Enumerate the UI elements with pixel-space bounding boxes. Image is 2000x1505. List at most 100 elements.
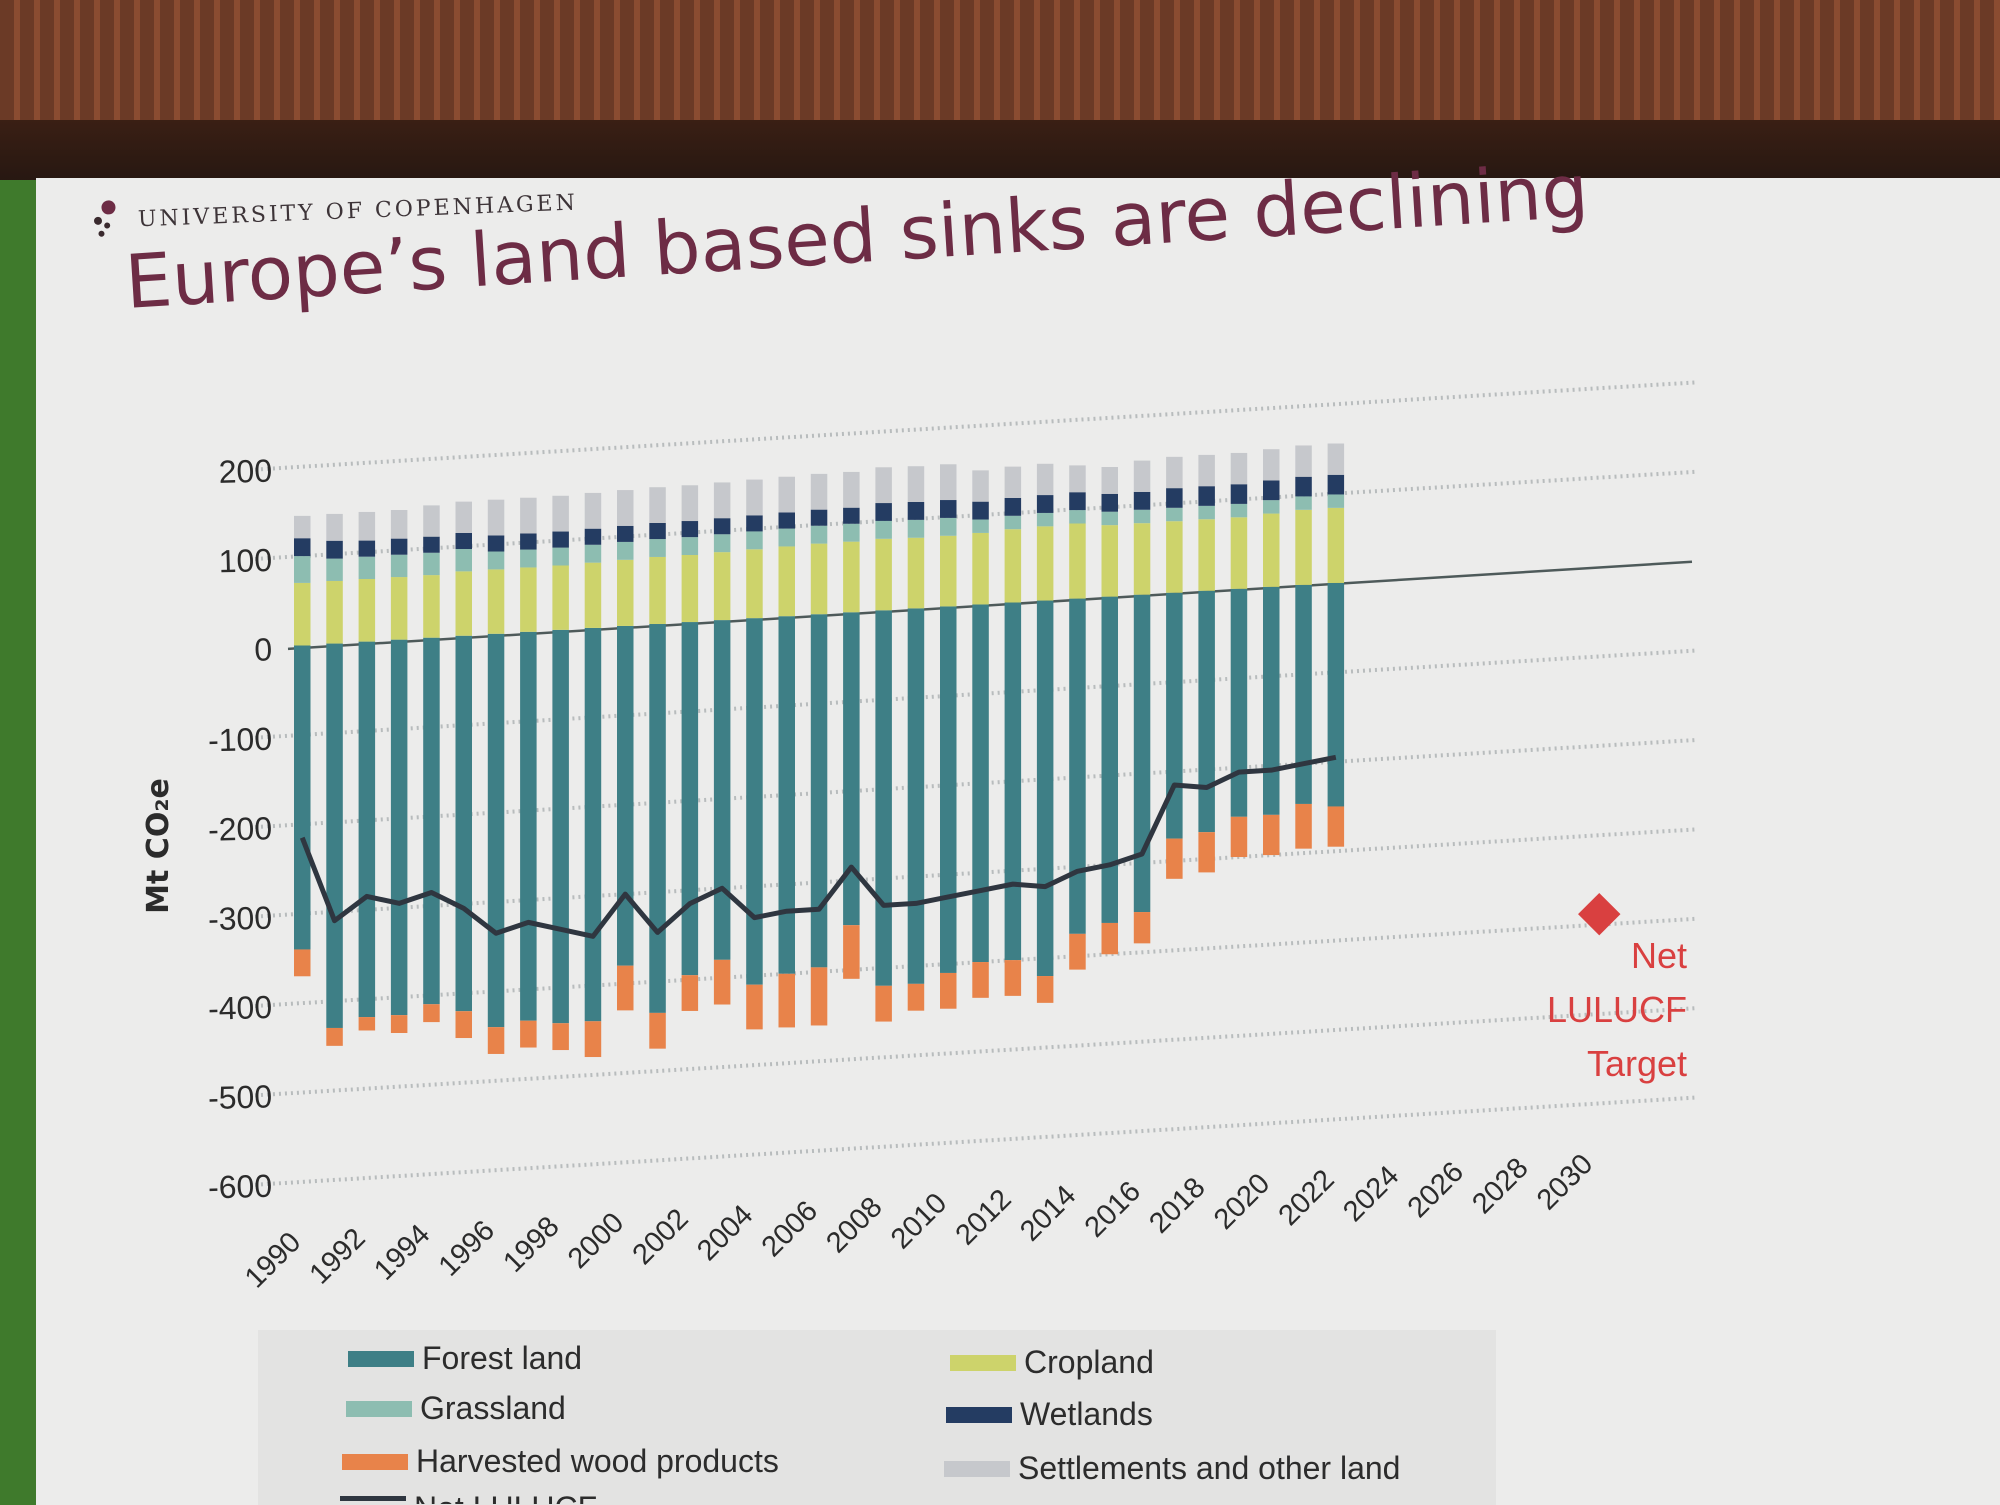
bar-segment-harvested-wood-products-1995 xyxy=(455,1011,472,1039)
bar-segment-harvested-wood-products-1998 xyxy=(552,1023,569,1051)
bar-segment-wetlands-2002 xyxy=(681,521,699,538)
bar-segment-settlements-and-other-land-2017 xyxy=(1166,456,1183,489)
bar-segment-cropland-2004 xyxy=(746,549,763,619)
x-tick-label: 2028 xyxy=(1466,1152,1534,1220)
bar-segment-harvested-wood-products-1991 xyxy=(326,1027,343,1046)
bar-segment-harvested-wood-products-1999 xyxy=(584,1021,602,1058)
bar-segment-harvested-wood-products-2021 xyxy=(1295,803,1312,849)
bar-segment-settlements-and-other-land-1998 xyxy=(552,495,569,532)
bar-segment-harvested-wood-products-1996 xyxy=(487,1027,505,1054)
bar-segment-wetlands-1996 xyxy=(487,535,505,552)
bar-segment-wetlands-2011 xyxy=(972,501,989,520)
y-tick-label: -400 xyxy=(208,989,273,1027)
bar-segment-settlements-and-other-land-2019 xyxy=(1230,452,1248,485)
bar-segment-wetlands-1990 xyxy=(294,538,311,557)
bar-segment-harvested-wood-products-2019 xyxy=(1230,816,1248,858)
gridline xyxy=(254,1006,1696,1098)
bar-segment-forest-land-2016 xyxy=(1133,594,1151,913)
bar-segment-wetlands-2004 xyxy=(746,515,763,532)
bar-segment-forest-land-2000 xyxy=(617,625,634,966)
bar-segment-harvested-wood-products-2010 xyxy=(940,972,957,1009)
bar-segment-settlements-and-other-land-1999 xyxy=(584,492,602,529)
bar-segment-settlements-and-other-land-1994 xyxy=(423,505,440,537)
x-tick-label: 2016 xyxy=(1079,1175,1147,1243)
bar-segment-cropland-1993 xyxy=(390,577,408,640)
bar-segment-settlements-and-other-land-2021 xyxy=(1295,445,1312,477)
bar-segment-wetlands-2017 xyxy=(1166,488,1183,508)
bar-segment-forest-land-2014 xyxy=(1069,598,1086,934)
line-layer xyxy=(299,754,1337,939)
bar-segment-grassland-2006 xyxy=(810,525,828,544)
bar-segment-grassland-1997 xyxy=(520,549,537,568)
bar-segment-settlements-and-other-land-2002 xyxy=(681,485,699,522)
x-tick-label: 2004 xyxy=(691,1199,759,1267)
bar-segment-grassland-2003 xyxy=(713,534,731,553)
bar-segment-harvested-wood-products-2020 xyxy=(1263,814,1280,856)
bar-segment-wetlands-2009 xyxy=(907,501,925,520)
bar-segment-grassland-2012 xyxy=(1004,515,1022,530)
bar-segment-wetlands-2022 xyxy=(1327,474,1345,495)
y-axis-label: Mt CO₂e xyxy=(141,778,176,914)
legend-swatch-grassland xyxy=(346,1400,412,1417)
bar-segment-cropland-2009 xyxy=(907,537,925,609)
bar-segment-grassland-2020 xyxy=(1263,500,1280,514)
bar-segment-harvested-wood-products-2015 xyxy=(1101,922,1118,955)
legend-swatch-cropland xyxy=(950,1354,1016,1371)
bar-segment-cropland-2003 xyxy=(713,552,731,621)
bar-segment-settlements-and-other-land-2012 xyxy=(1004,466,1022,498)
bar-segment-cropland-2000 xyxy=(617,559,634,626)
bar-segment-grassland-2021 xyxy=(1295,496,1312,510)
bar-segment-wetlands-2014 xyxy=(1069,492,1086,511)
bar-segment-harvested-wood-products-2005 xyxy=(778,973,795,1028)
bar-segment-forest-land-1997 xyxy=(520,631,537,1021)
bar-segment-grassland-1994 xyxy=(423,552,440,576)
x-tick-label: 2012 xyxy=(950,1183,1018,1251)
bar-segment-grassland-1996 xyxy=(487,551,505,570)
bar-segment-cropland-2006 xyxy=(810,543,828,615)
bar-segment-grassland-1995 xyxy=(455,549,472,572)
x-tick-label: 2000 xyxy=(562,1207,630,1275)
x-tick-label: 2020 xyxy=(1208,1168,1276,1236)
x-tick-label: 1994 xyxy=(368,1218,436,1286)
legend-swatch-net-lulucf xyxy=(340,1496,406,1501)
bar-segment-cropland-1997 xyxy=(520,567,537,632)
bar-segment-settlements-and-other-land-2016 xyxy=(1133,460,1151,492)
bar-segment-settlements-and-other-land-1993 xyxy=(390,510,408,539)
bar-segment-wetlands-2013 xyxy=(1036,495,1054,513)
bar-segment-forest-land-1995 xyxy=(455,635,472,1012)
legend-swatch-wetlands xyxy=(946,1406,1012,1423)
bar-segment-settlements-and-other-land-2013 xyxy=(1036,463,1054,496)
bar-segment-forest-land-2020 xyxy=(1263,586,1280,815)
x-tick-label: 2030 xyxy=(1531,1148,1599,1216)
bar-segment-harvested-wood-products-2013 xyxy=(1036,976,1054,1003)
bar-segment-harvested-wood-products-2016 xyxy=(1133,912,1151,944)
bar-segment-cropland-1998 xyxy=(552,565,569,630)
y-tick-label: 200 xyxy=(218,453,272,490)
bar-segment-forest-land-2006 xyxy=(810,614,828,968)
bar-segment-forest-land-2009 xyxy=(907,608,925,984)
bar-segment-wetlands-1992 xyxy=(358,540,376,557)
bar-segment-harvested-wood-products-2022 xyxy=(1327,806,1345,847)
x-tick-label: 2026 xyxy=(1402,1156,1470,1224)
bar-segment-cropland-2018 xyxy=(1198,519,1215,591)
bar-segment-wetlands-2005 xyxy=(778,512,795,529)
bar-segment-forest-land-2010 xyxy=(940,606,957,973)
bar-segment-harvested-wood-products-1992 xyxy=(358,1017,376,1031)
bar-segment-settlements-and-other-land-2015 xyxy=(1101,467,1118,494)
bar-segment-cropland-2008 xyxy=(875,538,892,611)
bar-segment-cropland-1995 xyxy=(455,571,472,636)
target-label-line: LULUCF xyxy=(1547,989,1687,1030)
y-tick-label: -200 xyxy=(208,810,273,848)
bar-segment-grassland-1991 xyxy=(326,558,343,581)
bar-segment-wetlands-1993 xyxy=(390,538,408,555)
bar-segment-forest-land-1996 xyxy=(487,633,505,1028)
bar-segment-cropland-1990 xyxy=(294,582,311,646)
bar-segment-wetlands-2006 xyxy=(810,509,828,526)
bar-segment-settlements-and-other-land-2022 xyxy=(1327,443,1345,475)
x-tick-label: 1990 xyxy=(239,1226,307,1294)
bar-segment-cropland-2005 xyxy=(778,546,795,617)
gridline xyxy=(254,1095,1696,1187)
bar-segment-settlements-and-other-land-2014 xyxy=(1069,465,1086,493)
bar-segment-harvested-wood-products-2004 xyxy=(746,984,763,1030)
bar-segment-settlements-and-other-land-2010 xyxy=(940,464,957,501)
